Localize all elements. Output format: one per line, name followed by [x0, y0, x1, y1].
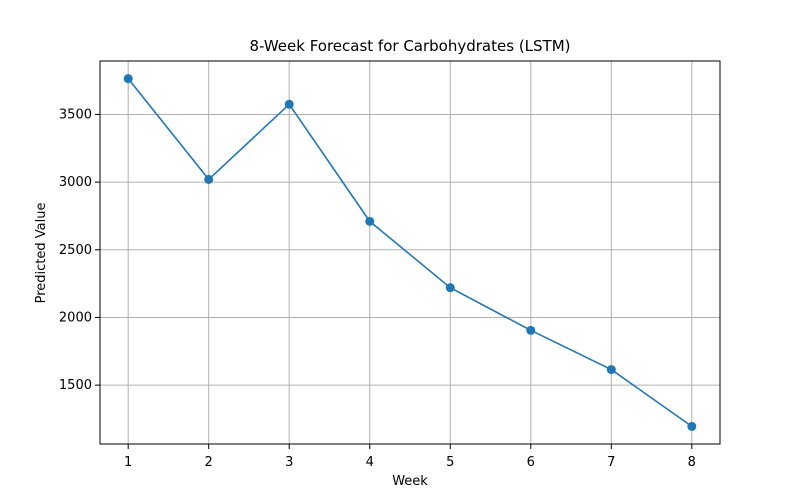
y-tick-label-5: 3500 [59, 107, 92, 122]
y-axis-label: Predicted Value [34, 203, 49, 304]
x-tick-label-6: 6 [527, 455, 535, 470]
x-axis-label: Week [392, 474, 428, 489]
y-tick-label-3: 2500 [59, 243, 92, 258]
x-tick-label-4: 4 [366, 455, 374, 470]
axes-layer: 1 2 3 4 5 6 7 8 1500 2000 2500 3000 3500 [59, 60, 721, 470]
chart-title: 8-Week Forecast for Carbohydrates (LSTM) [249, 37, 570, 55]
x-tick-label-3: 3 [285, 455, 293, 470]
x-tick-label-8: 8 [688, 455, 696, 470]
y-tick-label-1: 1500 [59, 378, 92, 393]
series-point-1-3 [284, 99, 294, 109]
x-tick-label-5: 5 [446, 455, 454, 470]
series-point-1-2 [204, 174, 214, 184]
x-tick-label-1: 1 [124, 455, 132, 470]
plot-frame [99, 60, 721, 445]
y-tick-label-2: 2000 [59, 310, 92, 325]
series-point-1-4 [365, 216, 375, 226]
series-line-1 [127, 77, 693, 428]
series-point-1-8 [687, 421, 697, 431]
series-point-1-6 [526, 325, 536, 335]
series-point-1-5 [445, 283, 455, 293]
series-point-1-1 [123, 74, 133, 84]
grid-layer [100, 61, 720, 444]
x-tick-label-2: 2 [205, 455, 213, 470]
y-tick-label-4: 3000 [59, 175, 92, 190]
series-point-1-7 [606, 365, 616, 375]
plot-layer [123, 74, 697, 431]
x-tick-label-7: 7 [607, 455, 615, 470]
